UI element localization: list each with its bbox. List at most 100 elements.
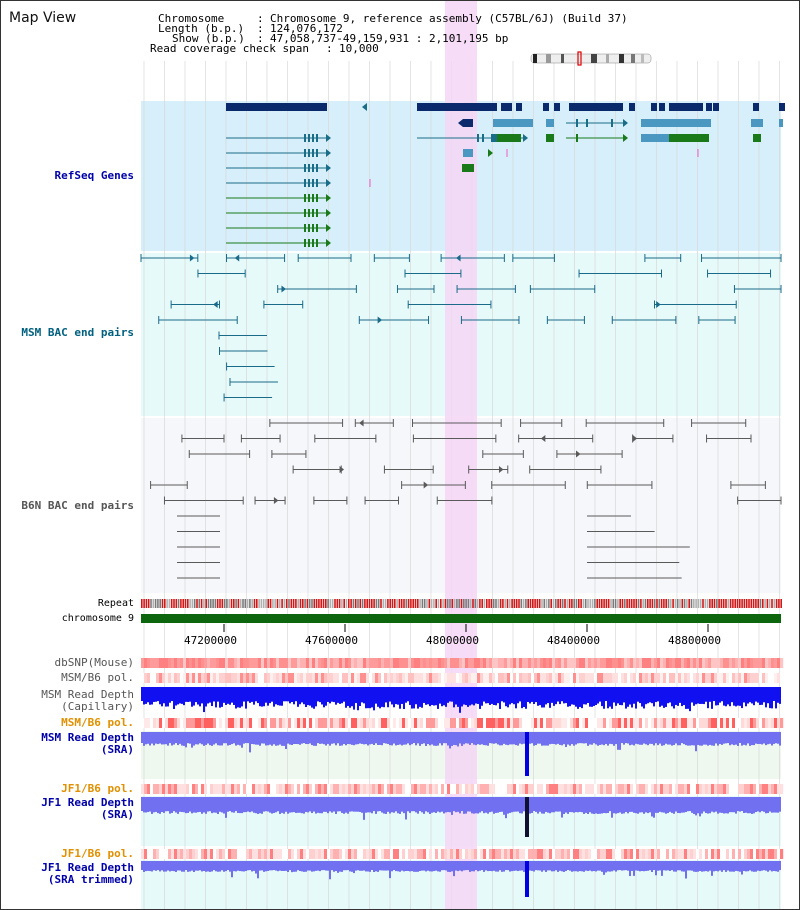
heat-cell (591, 673, 595, 683)
heat-cell (408, 849, 412, 859)
repeat-mark (492, 599, 495, 608)
repeat-mark (566, 599, 569, 608)
depth-bar (775, 861, 777, 872)
depth-bar (521, 732, 523, 745)
depth-bar (739, 732, 741, 744)
heat-cell (666, 718, 670, 728)
track-label-repeat[interactable]: Repeat (97, 598, 134, 609)
depth-bar (729, 861, 731, 872)
depth-bar (653, 797, 655, 818)
heat-cell (531, 718, 535, 728)
depth-bar (755, 797, 757, 813)
heat-cell (207, 784, 211, 794)
repeat-mark (580, 599, 582, 608)
depth-bar (379, 732, 381, 745)
depth-bar (261, 687, 263, 707)
show-key: Show (b.p.) (172, 32, 245, 45)
depth-bar (645, 861, 647, 871)
heat-cell (540, 658, 544, 668)
depth-bar (607, 732, 609, 746)
heat-cell (213, 849, 217, 859)
heat-cell (351, 784, 355, 794)
heat-cell (234, 849, 238, 859)
heat-cell (510, 718, 514, 728)
track-label-jf1-b6-pol[interactable]: JF1/B6 pol. (61, 782, 134, 795)
heat-cell (480, 784, 484, 794)
repeat-mark (773, 599, 776, 608)
heat-cell (159, 658, 163, 668)
depth-bar (765, 797, 767, 814)
depth-bar (379, 797, 381, 812)
heat-cell (192, 718, 196, 728)
depth-bar (401, 797, 403, 812)
track-label-msm-b6-pol-2[interactable]: MSM/B6 pol. (61, 716, 134, 729)
heat-cell (780, 718, 784, 728)
repeat-mark (221, 599, 224, 608)
track-label-jf1-depth-sra[interactable]: JF1 Read Depth (41, 796, 134, 809)
repeat-mark (322, 599, 325, 608)
heat-cell (183, 673, 187, 683)
heat-cell (669, 673, 673, 683)
depth-bar (413, 797, 415, 812)
track-label-msm-depth-sra[interactable]: MSM Read Depth (41, 731, 134, 744)
strand-arrow (488, 149, 493, 157)
heat-cell (315, 849, 319, 859)
heat-cell (288, 658, 292, 668)
heat-cell (543, 673, 547, 683)
heat-cell (510, 658, 514, 668)
track-label-jf1-depth-trimmed[interactable]: JF1 Read Depth (41, 861, 134, 874)
depth-bar (421, 861, 423, 871)
repeat-mark (449, 599, 451, 608)
heat-cell (645, 673, 649, 683)
depth-bar (165, 861, 167, 872)
heat-cell (483, 784, 487, 794)
heat-cell (507, 784, 511, 794)
heat-cell (627, 718, 631, 728)
depth-bar (635, 797, 637, 814)
track-label-dbsnp[interactable]: dbSNP(Mouse) (54, 656, 134, 669)
heat-cell (462, 784, 466, 794)
ideogram-band (619, 54, 624, 63)
depth-bar (615, 797, 617, 814)
depth-bar (679, 687, 681, 703)
repeat-mark (308, 599, 311, 608)
depth-bar (447, 687, 449, 703)
heat-cell (657, 849, 661, 859)
depth-bar (759, 797, 761, 813)
track-label-msm-depth-capillary[interactable]: MSM Read Depth (41, 688, 134, 701)
depth-bar (721, 861, 723, 872)
track-label-msm-b6-pol[interactable]: MSM/B6 pol. (61, 671, 134, 684)
depth-bar (217, 732, 219, 746)
repeat-mark (642, 599, 644, 608)
depth-bar (597, 797, 599, 814)
track-label-refseq[interactable]: RefSeq Genes (54, 169, 134, 182)
track-label-chromosome[interactable]: chromosome 9 (61, 613, 134, 624)
depth-bar (667, 687, 669, 704)
repeat-mark (743, 599, 746, 608)
repeat-mark (258, 599, 260, 608)
track-label-msm-bac[interactable]: MSM BAC end pairs (21, 326, 134, 339)
track-label-b6n-bac[interactable]: B6N BAC end pairs (21, 499, 134, 512)
depth-spike (525, 861, 529, 897)
heat-cell (444, 849, 448, 859)
gene-exon (308, 149, 310, 157)
repeat-mark (170, 599, 173, 608)
depth-bar (359, 797, 361, 812)
track-label-jf1-b6-pol-2[interactable]: JF1/B6 pol. (61, 847, 134, 860)
depth-bar (443, 732, 445, 744)
depth-bar (755, 732, 757, 744)
depth-bar (417, 732, 419, 744)
depth-bar (211, 687, 213, 707)
depth-bar (565, 797, 567, 813)
depth-bar (191, 687, 193, 707)
strand-arrow (523, 134, 528, 142)
heat-cell (699, 718, 703, 728)
repeat-mark (143, 599, 145, 608)
heat-cell (618, 718, 622, 728)
repeat-mark (157, 599, 159, 608)
depth-bar (539, 732, 541, 744)
heat-cell (288, 718, 292, 728)
heat-cell (780, 673, 784, 683)
heat-cell (228, 718, 232, 728)
heat-cell (141, 784, 145, 794)
